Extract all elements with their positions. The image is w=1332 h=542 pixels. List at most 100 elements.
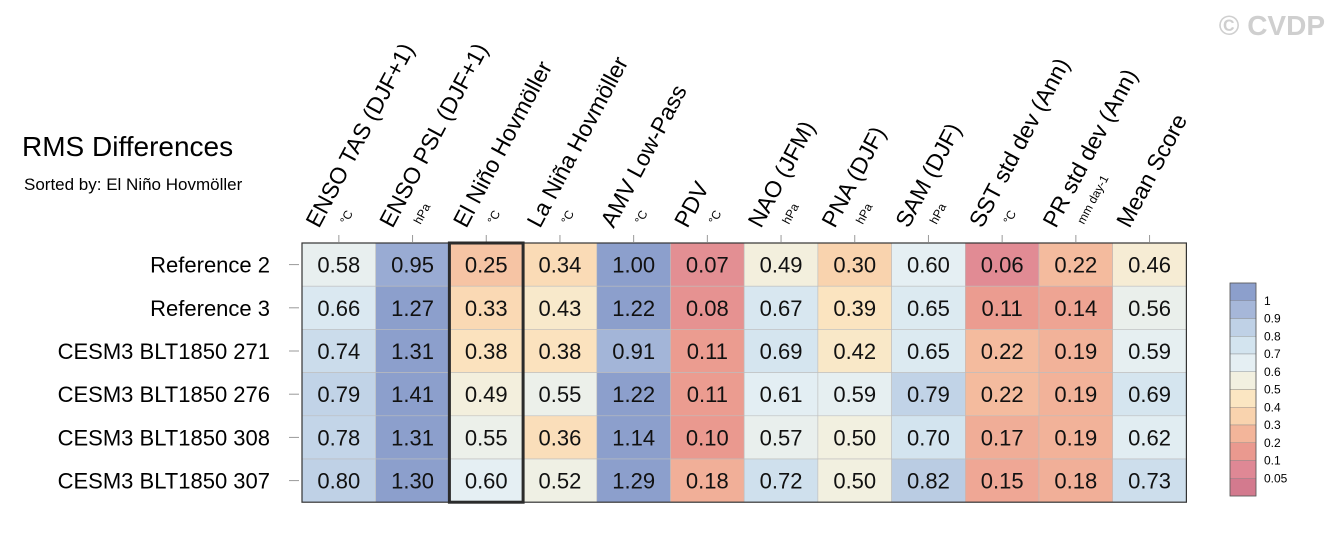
colorbar-swatch — [1229, 336, 1257, 355]
colorbar-swatch — [1229, 442, 1257, 461]
cell-value: 0.38 — [465, 339, 508, 364]
cell-value: 0.69 — [760, 339, 803, 364]
heatmap-cell — [522, 285, 598, 330]
column-label: PDV — [669, 177, 714, 232]
heatmap-cell — [596, 372, 671, 417]
colorbar-swatch — [1229, 460, 1257, 479]
heatmap-cell — [670, 458, 745, 503]
cell-value: 0.43 — [539, 296, 582, 321]
heatmap-cell — [301, 242, 376, 287]
column-unit: °C — [485, 208, 504, 227]
heatmap-cell — [301, 372, 376, 417]
cell-value: 0.39 — [833, 296, 876, 321]
cell-value: 0.69 — [1128, 382, 1171, 407]
heatmap-cell — [817, 372, 892, 417]
column-unit: °C — [1000, 208, 1019, 227]
row-label: CESM3 BLT1850 308 — [58, 425, 270, 450]
cell-value: 0.19 — [1054, 339, 1097, 364]
heatmap-cell — [522, 415, 598, 460]
cell-value: 0.56 — [1128, 296, 1171, 321]
cell-value: 1.31 — [391, 425, 434, 450]
column-unit: °C — [706, 208, 725, 227]
cell-value: 1.14 — [612, 425, 655, 450]
heatmap-cell — [964, 372, 1040, 417]
cell-value: 0.62 — [1128, 425, 1171, 450]
cell-value: 0.11 — [687, 339, 728, 364]
row-label: CESM3 BLT1850 271 — [58, 339, 270, 364]
cell-value: 0.82 — [907, 469, 950, 494]
colorbar-swatch — [1229, 318, 1257, 337]
cell-value: 0.10 — [686, 425, 729, 450]
heatmap-cell — [743, 415, 819, 460]
cell-value: 0.19 — [1054, 425, 1097, 450]
row-label: CESM3 BLT1850 307 — [58, 469, 270, 494]
cell-value: 0.15 — [981, 469, 1024, 494]
colorbar-label: 0.9 — [1264, 312, 1281, 326]
cell-value: 1.22 — [612, 296, 655, 321]
colorbar-swatch — [1229, 478, 1257, 497]
cell-value: 0.22 — [981, 339, 1024, 364]
cell-value: 1.41 — [391, 382, 434, 407]
heatmap-cell — [817, 285, 892, 330]
cell-value: 0.17 — [981, 425, 1024, 450]
cell-value: 0.49 — [760, 253, 803, 278]
colorbar-label: 0.5 — [1264, 383, 1281, 397]
colorbar-label: 0.6 — [1264, 365, 1281, 379]
heatmap-cell — [743, 458, 819, 503]
cell-value: 0.67 — [760, 296, 803, 321]
heatmap-frame — [301, 242, 1188, 503]
cell-value: 1.31 — [391, 339, 434, 364]
cell-value: 0.36 — [539, 425, 582, 450]
row-label: Reference 2 — [150, 253, 270, 278]
colorbar-frame — [1229, 282, 1257, 497]
cell-value: 0.18 — [1054, 469, 1097, 494]
column-unit: °C — [558, 208, 577, 227]
cell-value: 0.06 — [981, 253, 1024, 278]
heatmap-cell — [1038, 242, 1113, 287]
heatmap-cell — [964, 415, 1040, 460]
column-unit: hPa — [411, 201, 434, 227]
cell-value: 0.22 — [1054, 253, 1097, 278]
column-unit: hPa — [779, 201, 802, 227]
cell-value: 0.58 — [317, 253, 360, 278]
heatmap-cell — [891, 458, 966, 503]
heatmap-cell — [1112, 372, 1187, 417]
cell-value: 0.79 — [317, 382, 360, 407]
heatmap-cell — [522, 458, 598, 503]
cell-value: 1.30 — [391, 469, 434, 494]
colorbar-swatch — [1229, 371, 1257, 390]
heatmap-cell — [522, 329, 598, 373]
cell-value: 0.07 — [686, 253, 729, 278]
heatmap-cell — [1112, 329, 1187, 373]
cell-value: 0.34 — [539, 253, 582, 278]
cell-value: 0.22 — [981, 382, 1024, 407]
heatmap-cell — [743, 242, 819, 287]
heatmap-cell — [375, 372, 450, 417]
heatmap-cell — [891, 372, 966, 417]
cell-value: 0.50 — [833, 425, 876, 450]
cell-value: 0.72 — [760, 469, 803, 494]
cell-value: 0.30 — [833, 253, 876, 278]
cell-value: 1.22 — [612, 382, 655, 407]
cell-value: 0.74 — [317, 339, 360, 364]
colorbar-label: 1 — [1264, 294, 1271, 308]
colorbar-label: 0.1 — [1264, 454, 1281, 468]
colorbar-swatch — [1229, 407, 1257, 426]
cell-value: 0.60 — [907, 253, 950, 278]
heatmap-cell — [522, 372, 598, 417]
heatmap-cell — [1112, 415, 1187, 460]
colorbar-swatch — [1229, 353, 1257, 372]
cell-value: 0.46 — [1128, 253, 1171, 278]
heatmap-cell — [743, 285, 819, 330]
column-label: Mean Score — [1111, 110, 1192, 232]
highlighted-column-box — [447, 241, 525, 504]
cell-value: 0.11 — [687, 382, 728, 407]
cell-value: 0.59 — [833, 382, 876, 407]
heatmap-cell — [449, 372, 524, 417]
heatmap-cell — [964, 329, 1040, 373]
colorbar-label: 0.2 — [1264, 436, 1281, 450]
chart-title: RMS Differences — [22, 131, 233, 162]
cell-value: 0.55 — [539, 382, 582, 407]
cell-value: 0.49 — [465, 382, 508, 407]
heatmap-cell — [375, 329, 450, 373]
